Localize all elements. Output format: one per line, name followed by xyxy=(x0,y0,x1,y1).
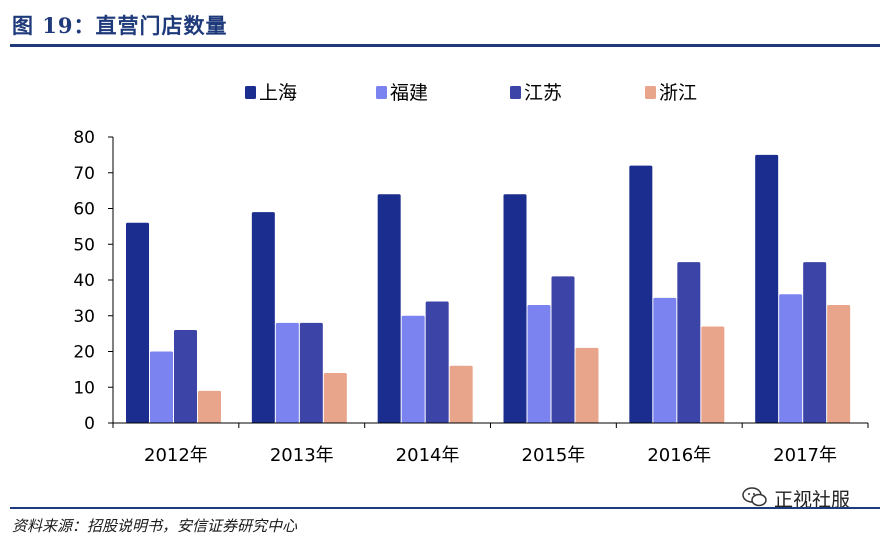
legend-swatch xyxy=(376,86,387,99)
bar xyxy=(449,365,473,423)
legend-label: 江苏 xyxy=(524,82,562,104)
bars xyxy=(126,154,851,423)
y-tick-label: 50 xyxy=(73,235,95,255)
bar xyxy=(503,194,527,423)
x-tick-label: 2014年 xyxy=(396,445,460,466)
source-note: 资料来源：招股说明书，安信证券研究中心 xyxy=(12,517,298,535)
bar xyxy=(323,372,347,423)
bar xyxy=(755,154,779,423)
bar xyxy=(251,212,275,423)
bar xyxy=(401,315,425,423)
legend-label: 上海 xyxy=(259,82,297,104)
bar xyxy=(701,326,725,423)
wechat-icon xyxy=(742,487,767,507)
bar xyxy=(653,297,677,423)
bar xyxy=(275,322,299,423)
legend-label: 浙江 xyxy=(659,82,697,104)
bar xyxy=(299,322,323,423)
watermark-text: 正视社服 xyxy=(774,489,851,511)
y-tick-label: 30 xyxy=(73,307,95,327)
bar xyxy=(629,165,653,423)
bar xyxy=(551,276,575,423)
legend-swatch xyxy=(645,86,656,99)
legend-swatch xyxy=(510,86,521,99)
bar xyxy=(126,222,149,423)
x-tick-label: 2016年 xyxy=(647,445,711,466)
bar xyxy=(779,294,803,423)
source-rule xyxy=(10,507,880,509)
y-tick-label: 40 xyxy=(73,271,95,291)
bar xyxy=(827,305,851,423)
y-axis: 0 10 20 30 40 50 60 70 80 xyxy=(73,128,114,434)
bar xyxy=(377,194,401,423)
bar xyxy=(150,351,173,423)
bar xyxy=(527,305,551,423)
y-tick-label: 70 xyxy=(73,164,95,184)
bar xyxy=(677,262,701,423)
x-tick-label: 2012年 xyxy=(144,445,208,466)
title-rule xyxy=(10,44,880,47)
bar xyxy=(803,262,827,423)
x-tick-label: 2017年 xyxy=(773,445,837,466)
x-tick-label: 2015年 xyxy=(522,445,586,466)
bar xyxy=(425,301,449,423)
y-tick-label: 20 xyxy=(73,343,95,363)
y-tick-label: 80 xyxy=(73,128,95,148)
figure-title: 图 19：直营门店数量 xyxy=(12,13,228,38)
bar xyxy=(174,330,197,423)
legend-swatch xyxy=(245,86,256,99)
y-tick-label: 10 xyxy=(73,378,95,398)
y-tick-label: 0 xyxy=(84,414,95,434)
x-axis: 2012年 2013年 2014年 2015年 2016年 2017年 xyxy=(112,422,869,466)
bar xyxy=(198,390,221,423)
y-tick-label: 60 xyxy=(73,200,95,220)
x-tick-label: 2013年 xyxy=(270,445,334,466)
bar xyxy=(575,347,599,423)
legend-label: 福建 xyxy=(390,82,428,104)
legend: 上海 福建 江苏 浙江 xyxy=(245,82,697,104)
